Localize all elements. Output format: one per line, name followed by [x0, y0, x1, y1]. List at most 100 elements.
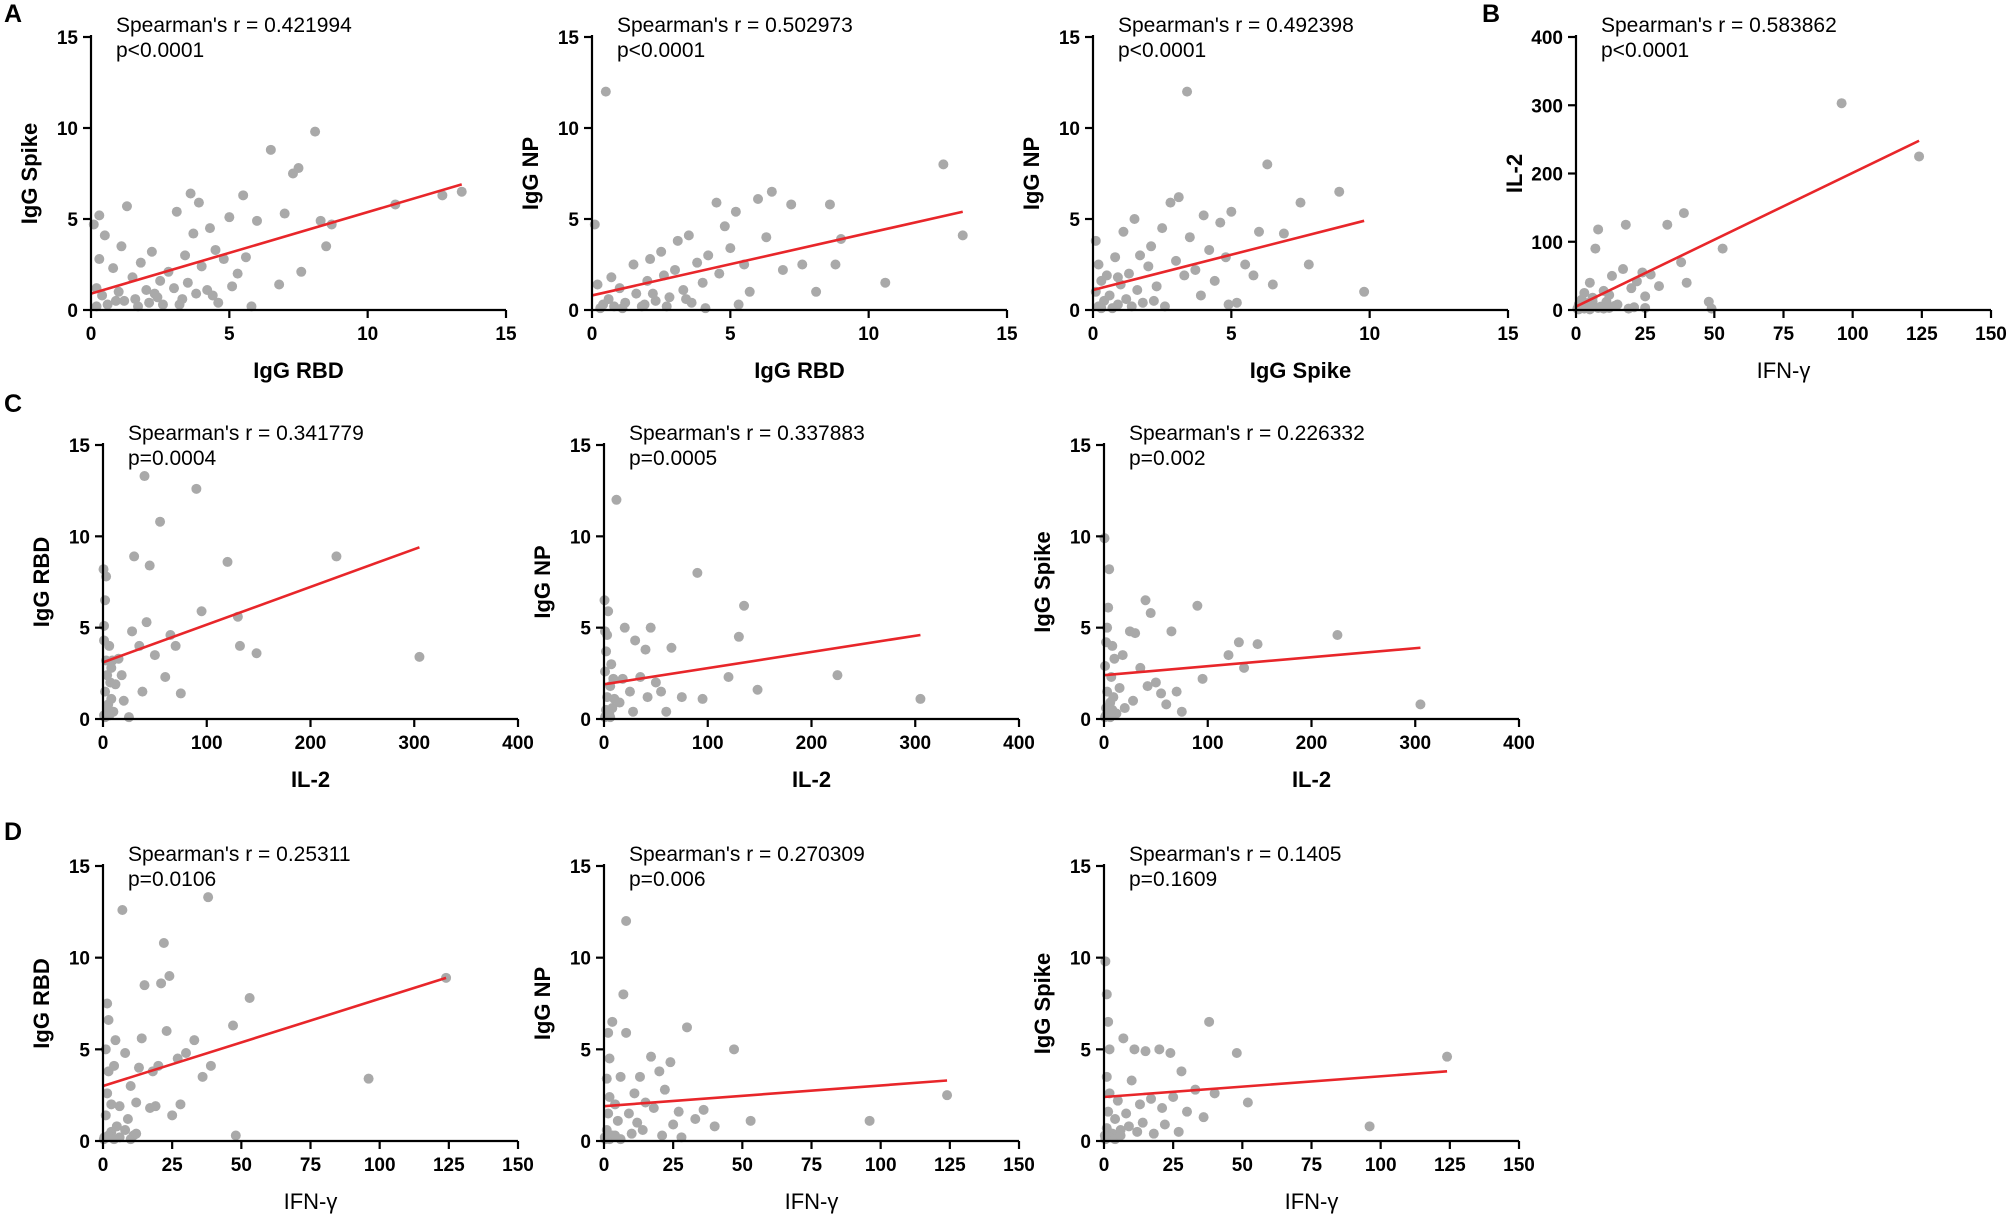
data-point — [623, 1108, 634, 1119]
data-point — [1118, 1033, 1129, 1044]
x-axis-title: IgG Spike — [1250, 358, 1351, 383]
data-point — [1145, 608, 1156, 619]
data-point — [645, 622, 656, 633]
data-point — [1836, 98, 1847, 109]
data-point — [104, 710, 115, 721]
x-tick-label: 0 — [599, 1155, 610, 1176]
data-point — [1681, 277, 1692, 288]
data-point — [1334, 186, 1345, 197]
data-point — [141, 617, 152, 628]
x-tick-label: 75 — [300, 1155, 322, 1176]
p-value-label: p=0.0004 — [128, 447, 216, 470]
data-point — [232, 268, 243, 279]
data-point — [1231, 1048, 1242, 1058]
data-point — [1115, 1130, 1126, 1141]
data-point — [630, 635, 641, 646]
data-point — [1134, 1099, 1145, 1110]
data-point — [1166, 626, 1177, 637]
data-point — [600, 86, 611, 97]
data-point — [1240, 259, 1251, 270]
x-tick-label: 0 — [599, 733, 610, 754]
data-point — [629, 1088, 640, 1099]
data-point — [204, 223, 215, 234]
data-point — [114, 1132, 125, 1143]
data-point — [646, 1051, 657, 1062]
data-point — [617, 303, 628, 314]
data-point — [1678, 208, 1689, 219]
data-point — [144, 560, 155, 571]
data-point — [152, 292, 163, 303]
data-point — [224, 212, 235, 223]
data-point — [1137, 297, 1148, 308]
spearman-r-label: Spearman's r = 0.270309 — [629, 843, 865, 866]
y-tick-label: 0 — [580, 1132, 591, 1153]
data-point — [1104, 290, 1115, 301]
regression-line — [1575, 139, 1920, 308]
data-point — [133, 1062, 144, 1073]
data-point — [1267, 279, 1278, 290]
data-point — [612, 1115, 623, 1126]
data-point — [1231, 297, 1242, 308]
data-point — [119, 295, 130, 306]
data-point — [110, 679, 121, 690]
x-tick-label: 5 — [1226, 324, 1237, 345]
data-point — [656, 686, 667, 697]
data-point — [1129, 214, 1140, 224]
x-tick-label: 25 — [1635, 324, 1657, 345]
data-point — [1121, 294, 1132, 305]
y-tick-label: 100 — [1531, 233, 1563, 254]
data-point — [180, 250, 191, 261]
data-point — [1112, 272, 1123, 283]
x-tick-label: 125 — [1906, 324, 1938, 345]
x-tick-label: 0 — [86, 324, 97, 345]
data-point — [230, 1130, 241, 1141]
data-point — [296, 266, 307, 277]
x-tick-label: 15 — [996, 324, 1018, 345]
data-point — [714, 268, 725, 279]
data-point — [116, 670, 127, 681]
data-point — [171, 206, 182, 217]
data-point — [676, 1132, 687, 1143]
y-tick-label: 10 — [1070, 527, 1091, 548]
data-point — [666, 642, 677, 653]
x-tick-label: 5 — [725, 324, 736, 345]
data-point — [637, 1125, 648, 1135]
data-point — [1107, 704, 1118, 715]
data-point — [1195, 290, 1206, 301]
chart-a3: 0 5 10 15 0 5 10 15 IgG Spike IgG NP Spearman's r … — [1019, 14, 1519, 383]
data-point — [645, 254, 656, 265]
x-tick-label: 300 — [398, 733, 430, 754]
data-point — [1262, 159, 1273, 170]
data-point — [1278, 228, 1289, 239]
chart-a1: 0 5 10 15 0 5 10 15 IgG RBD IgG Spike Spearman's r… — [17, 14, 517, 383]
data-point — [1146, 1093, 1157, 1104]
data-point — [678, 284, 689, 295]
y-tick-label: 0 — [79, 1132, 90, 1153]
x-axis-title: IFN-γ — [1285, 1189, 1339, 1214]
chart-c3: 0 100 200 300 400 0 5 10 15 IL-2 IgG Spike Spearman… — [1030, 422, 1535, 792]
x-tick-label: 125 — [433, 1155, 465, 1176]
x-tick-label: 0 — [98, 733, 109, 754]
regression-line — [603, 633, 921, 686]
data-point — [603, 1108, 614, 1119]
data-point — [603, 294, 614, 305]
x-tick-label: 150 — [502, 1155, 534, 1176]
data-point — [414, 651, 425, 662]
data-point — [94, 210, 105, 221]
data-point — [1182, 1106, 1192, 1117]
p-value-label: p<0.0001 — [1118, 39, 1206, 62]
data-point — [1168, 1092, 1179, 1102]
data-point — [621, 916, 632, 926]
panel-letter-a: A — [4, 0, 22, 28]
data-point — [639, 299, 650, 310]
spearman-r-label: Spearman's r = 0.492398 — [1118, 14, 1354, 37]
y-axis-title: IgG NP — [530, 967, 555, 1040]
data-point — [692, 567, 703, 578]
data-point — [733, 631, 744, 642]
data-point — [1159, 1119, 1170, 1130]
data-point — [122, 1114, 133, 1124]
data-point — [766, 186, 777, 197]
x-tick-label: 50 — [231, 1155, 252, 1176]
data-point — [1137, 1117, 1148, 1128]
data-point — [711, 197, 722, 208]
